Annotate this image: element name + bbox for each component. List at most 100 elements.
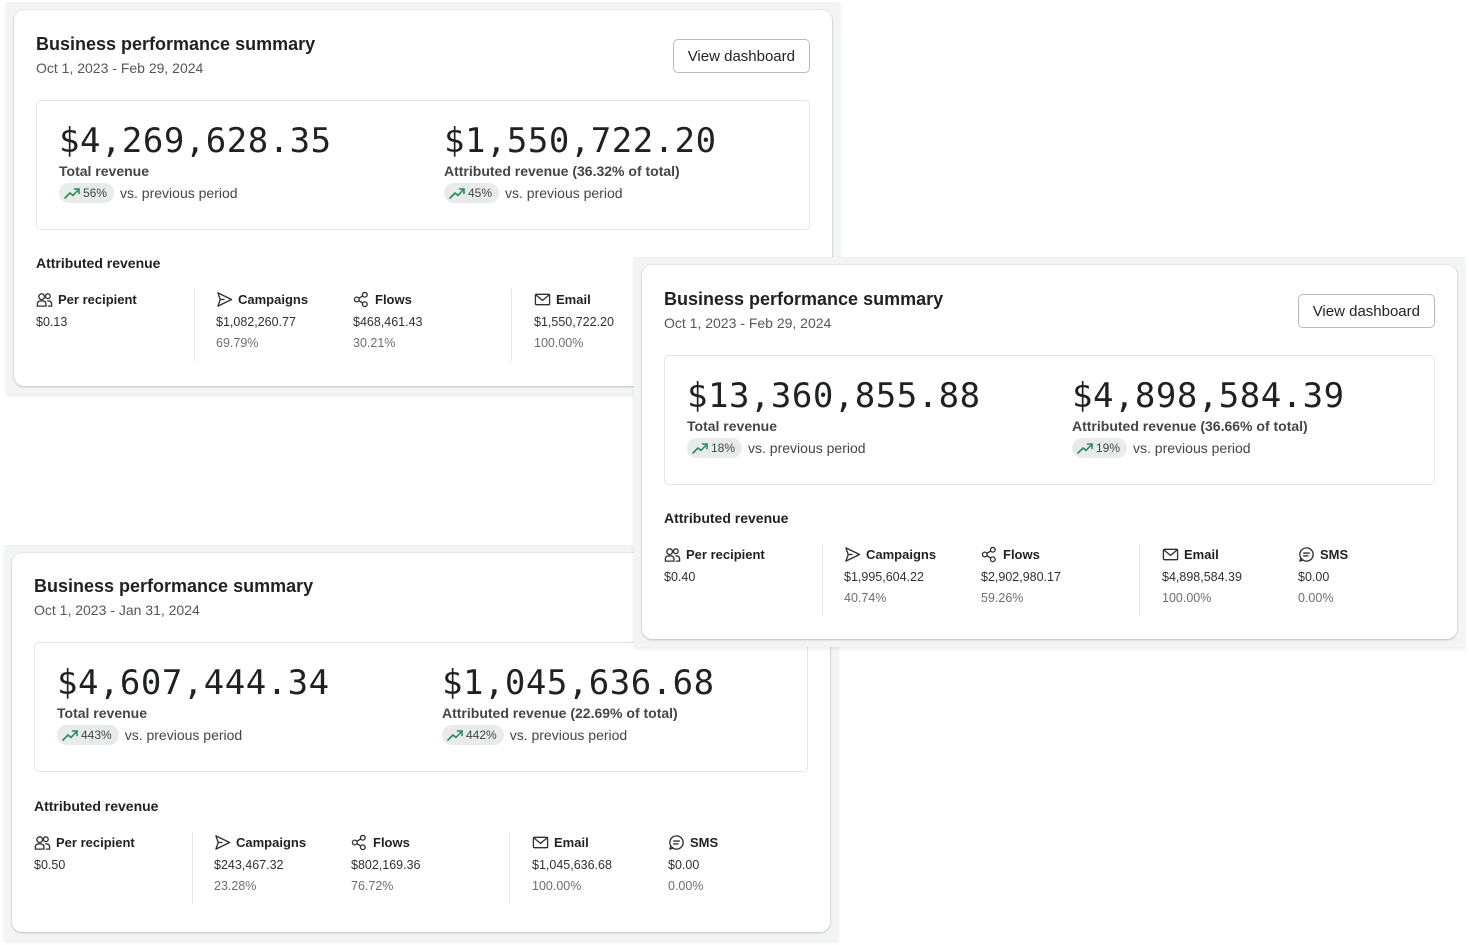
comparison-text: vs. previous period [748, 440, 866, 456]
sms-label: SMS [1320, 546, 1349, 562]
flows-icon [353, 291, 370, 308]
email-label: Email [556, 291, 591, 307]
view-dashboard-button[interactable]: View dashboard [1297, 294, 1435, 328]
attributed-revenue-breakdown: Per recipient $0.40 Campaigns $1,995,604… [664, 544, 1435, 616]
flows-icon [981, 546, 998, 563]
attributed-revenue-change: 45% vs. previous period [444, 183, 717, 203]
attributed-revenue-label: Attributed revenue (22.69% of total) [442, 705, 678, 721]
total-revenue-label: Total revenue [57, 705, 147, 721]
attributed-revenue-change: 19% vs. previous period [1072, 438, 1345, 458]
card-title: Business performance summary [664, 289, 944, 309]
per-recipient-column: Per recipient $0.50 [34, 832, 135, 873]
email-label: Email [554, 834, 589, 850]
change-badge: 18% [687, 438, 743, 458]
flows-percent: 30.21% [353, 336, 396, 350]
section-title: Attributed revenue [36, 255, 161, 271]
change-percent: 443% [81, 728, 112, 742]
sms-label: SMS [690, 834, 719, 850]
email-column: Email $1,045,636.68 100.00% [532, 832, 612, 894]
attributed-revenue-value: $1,045,636.68 [442, 663, 715, 703]
email-percent: 100.00% [532, 879, 582, 893]
divider [822, 544, 823, 616]
attributed-revenue-value: $4,898,584.39 [1072, 376, 1345, 416]
total-revenue-metric: $4,269,628.35 Total revenue 56% vs. prev… [59, 121, 332, 203]
attributed-revenue-metric: $4,898,584.39 Attributed revenue (36.66%… [1072, 376, 1345, 458]
flows-label: Flows [373, 834, 410, 850]
date-range: Oct 1, 2023 - Feb 29, 2024 [664, 315, 832, 331]
flows-percent: 59.26% [981, 591, 1024, 605]
email-column: Email $4,898,584.39 100.00% [1162, 544, 1242, 606]
campaigns-percent: 40.74% [844, 591, 887, 605]
comparison-text: vs. previous period [1133, 440, 1251, 456]
campaigns-label: Campaigns [236, 834, 307, 850]
change-badge: 45% [444, 183, 500, 203]
attributed-revenue-value: $1,550,722.20 [444, 121, 717, 161]
mail-icon [534, 291, 551, 308]
per-recipient-label: Per recipient [56, 834, 135, 850]
summary-card-wrapper: Business performance summary Oct 1, 2023… [634, 257, 1465, 647]
flows-column: Flows $468,461.43 30.21% [353, 289, 423, 350]
total-revenue-label: Total revenue [687, 418, 777, 434]
card-title: Business performance summary [34, 576, 314, 596]
comparison-text: vs. previous period [505, 185, 623, 201]
attributed-revenue-change: 442% vs. previous period [442, 725, 715, 745]
date-range: Oct 1, 2023 - Feb 29, 2024 [36, 60, 204, 76]
change-percent: 45% [468, 186, 493, 200]
email-percent: 100.00% [1162, 591, 1212, 605]
email-value: $1,550,722.20 [534, 315, 614, 329]
total-revenue-change: 443% vs. previous period [57, 725, 330, 745]
summary-card-wrapper: Business performance summary Oct 1, 2023… [6, 2, 840, 394]
attributed-revenue-breakdown: Per recipient $0.50 Campaigns $243,467.3… [34, 832, 808, 904]
comparison-text: vs. previous period [124, 727, 243, 743]
comparison-text: vs. previous period [120, 185, 238, 201]
change-badge: 443% [57, 725, 119, 745]
trending-up-icon [692, 442, 708, 454]
trending-up-icon [64, 187, 80, 199]
flows-label: Flows [375, 291, 412, 307]
flows-column: Flows $802,169.36 76.72% [351, 832, 421, 893]
change-percent: 442% [466, 728, 497, 742]
campaigns-label: Campaigns [866, 546, 937, 562]
per-recipient-value: $0.40 [664, 570, 696, 584]
sms-icon [1298, 546, 1315, 563]
attributed-revenue-metric: $1,550,722.20 Attributed revenue (36.32%… [444, 121, 717, 203]
divider [194, 289, 195, 361]
per-recipient-label: Per recipient [58, 291, 137, 307]
attributed-revenue-label: Attributed revenue (36.66% of total) [1072, 418, 1308, 434]
total-revenue-metric: $4,607,444.34 Total revenue 443% vs. pre… [57, 663, 330, 745]
comparison-text: vs. previous period [509, 727, 628, 743]
mail-icon [1162, 546, 1179, 563]
headline-metrics: $4,269,628.35 Total revenue 56% vs. prev… [36, 100, 810, 230]
trending-up-icon [62, 729, 78, 741]
email-column: Email $1,550,722.20 100.00% [534, 289, 614, 351]
trending-up-icon [449, 187, 465, 199]
campaigns-value: $243,467.32 [214, 858, 284, 872]
users-icon [34, 834, 51, 851]
flows-value: $802,169.36 [351, 858, 421, 872]
section-title: Attributed revenue [34, 798, 159, 814]
campaigns-value: $1,995,604.22 [844, 570, 924, 584]
sms-icon [668, 834, 685, 851]
change-percent: 18% [711, 441, 736, 455]
campaigns-percent: 69.79% [216, 336, 259, 350]
sms-value: $0.00 [1298, 570, 1330, 584]
trending-up-icon [1077, 442, 1093, 454]
email-percent: 100.00% [534, 336, 584, 350]
send-icon [844, 546, 861, 563]
send-icon [214, 834, 231, 851]
per-recipient-column: Per recipient $0.40 [664, 544, 765, 585]
total-revenue-change: 18% vs. previous period [687, 438, 981, 458]
change-badge: 19% [1072, 438, 1128, 458]
campaigns-percent: 23.28% [214, 879, 257, 893]
divider [192, 832, 193, 904]
email-value: $1,045,636.68 [532, 858, 612, 872]
campaigns-value: $1,082,260.77 [216, 315, 296, 329]
flows-column: Flows $2,902,980.17 59.26% [981, 544, 1061, 605]
divider [509, 832, 510, 904]
sms-column: SMS $0.00 0.00% [668, 832, 719, 894]
summary-card: Business performance summary Oct 1, 2023… [642, 265, 1457, 639]
view-dashboard-button[interactable]: View dashboard [672, 39, 810, 73]
users-icon [36, 291, 53, 308]
total-revenue-value: $13,360,855.88 [687, 376, 981, 416]
flows-value: $468,461.43 [353, 315, 423, 329]
